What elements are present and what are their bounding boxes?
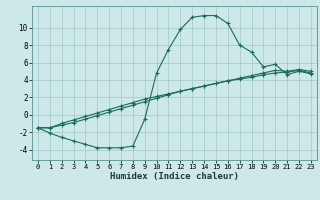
X-axis label: Humidex (Indice chaleur): Humidex (Indice chaleur) [110,172,239,181]
